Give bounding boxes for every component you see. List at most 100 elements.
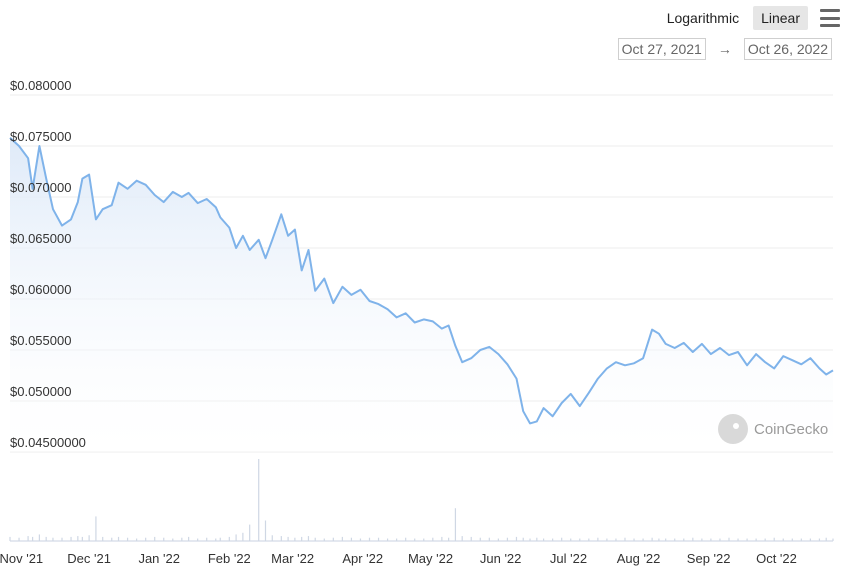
volume-bar — [448, 537, 450, 541]
volume-bar — [117, 536, 120, 541]
y-tick-label: $0.055000 — [10, 333, 71, 348]
volume-bar — [818, 538, 821, 541]
volume-bar — [719, 538, 721, 541]
volume-bar — [728, 537, 730, 541]
volume-bar — [32, 536, 34, 541]
volume-bar — [294, 537, 296, 541]
x-tick-label: Jan '22 — [138, 551, 180, 566]
volume-bar — [188, 536, 190, 541]
volume-bar — [791, 538, 793, 541]
volume-bar — [737, 538, 739, 541]
volume-bar — [77, 536, 79, 541]
volume-bar — [61, 537, 63, 541]
volume-bar — [454, 508, 457, 541]
volume-bar — [249, 524, 251, 541]
volume-bar — [81, 536, 83, 541]
y-tick-label: $0.060000 — [10, 282, 71, 297]
menu-icon[interactable] — [820, 9, 840, 27]
volume-bar — [359, 538, 362, 541]
x-tick-label: Mar '22 — [271, 551, 314, 566]
volume-bar — [809, 538, 811, 541]
volume-bar — [350, 537, 353, 541]
volume-bar — [332, 537, 334, 541]
x-tick-label: May '22 — [408, 551, 453, 566]
volume-bar — [461, 536, 463, 541]
volume-bar — [280, 536, 282, 541]
volume-bar — [27, 536, 29, 541]
volume-bar — [102, 536, 104, 541]
volume-bar — [368, 537, 371, 541]
y-tick-label: $0.050000 — [10, 384, 71, 399]
volume-bar — [228, 536, 230, 541]
logarithmic-button[interactable]: Logarithmic — [666, 10, 740, 26]
volume-bar — [136, 538, 138, 541]
volume-bar — [396, 538, 398, 541]
volume-bar — [172, 538, 174, 541]
volume-bar — [264, 520, 267, 541]
linear-button[interactable]: Linear — [753, 6, 808, 30]
volume-bar — [377, 537, 380, 541]
volume-bar — [588, 538, 590, 541]
volume-bar — [181, 537, 183, 541]
volume-bar — [287, 536, 289, 541]
volume-bar — [242, 532, 244, 541]
x-tick-label: Jun '22 — [480, 551, 522, 566]
volume-bar — [441, 536, 443, 541]
volume-bar — [755, 538, 757, 541]
volume-bar — [536, 537, 538, 541]
volume-bar — [701, 538, 703, 541]
y-tick-label: $0.04500000 — [10, 435, 86, 450]
volume-bar — [414, 538, 416, 541]
volume-bar — [479, 537, 481, 541]
volume-bar — [111, 537, 113, 541]
volume-bar — [529, 538, 531, 541]
volume-bar — [764, 538, 766, 541]
volume-bar — [782, 538, 784, 541]
volume-bar — [674, 538, 676, 541]
volume-bar — [606, 538, 608, 541]
volume-bar — [658, 538, 660, 541]
volume-bar — [624, 537, 626, 541]
volume-bar — [642, 538, 644, 541]
coingecko-watermark: CoinGecko — [718, 414, 828, 444]
volume-bar — [126, 537, 129, 541]
volume-bar — [488, 537, 490, 541]
volume-bar — [271, 535, 273, 541]
volume-bar — [710, 538, 712, 541]
volume-bar — [651, 537, 653, 541]
volume-bar — [746, 538, 748, 541]
x-tick-label: Sep '22 — [687, 551, 731, 566]
y-tick-label: $0.070000 — [10, 180, 71, 195]
volume-bar — [301, 536, 303, 541]
x-tick-label: Dec '21 — [67, 551, 111, 566]
volume-bar — [497, 538, 499, 541]
volume-bar — [38, 534, 40, 541]
volume-bar — [18, 537, 20, 541]
volume-bar — [665, 538, 667, 541]
x-tick-label: Oct '22 — [756, 551, 797, 566]
volume-bar — [95, 516, 97, 541]
volume-bar — [323, 538, 325, 541]
x-tick-label: Feb '22 — [208, 551, 251, 566]
volume-bar — [615, 538, 617, 541]
volume-bar — [515, 536, 518, 541]
volume-bar — [235, 534, 237, 541]
x-tick-label: Apr '22 — [342, 551, 383, 566]
volume-bar — [145, 537, 147, 541]
date-to-field[interactable]: Oct 26, 2022 — [743, 38, 832, 60]
volume-bar — [522, 537, 524, 541]
volume-bar — [45, 536, 47, 541]
price-line — [9, 137, 834, 425]
y-tick-label: $0.080000 — [10, 78, 71, 93]
volume-bar — [432, 537, 434, 541]
x-tick-label: Nov '21 — [0, 551, 43, 566]
volume-bar — [825, 537, 827, 541]
volume-bar — [258, 459, 260, 541]
volume-bar — [506, 537, 509, 541]
date-from-field[interactable]: Oct 27, 2021 — [617, 38, 706, 60]
date-range: Oct 27, 2021 → Oct 26, 2022 — [617, 38, 832, 60]
volume-bar — [579, 538, 581, 541]
volume-bar — [683, 538, 685, 541]
volume-bar — [219, 537, 221, 541]
